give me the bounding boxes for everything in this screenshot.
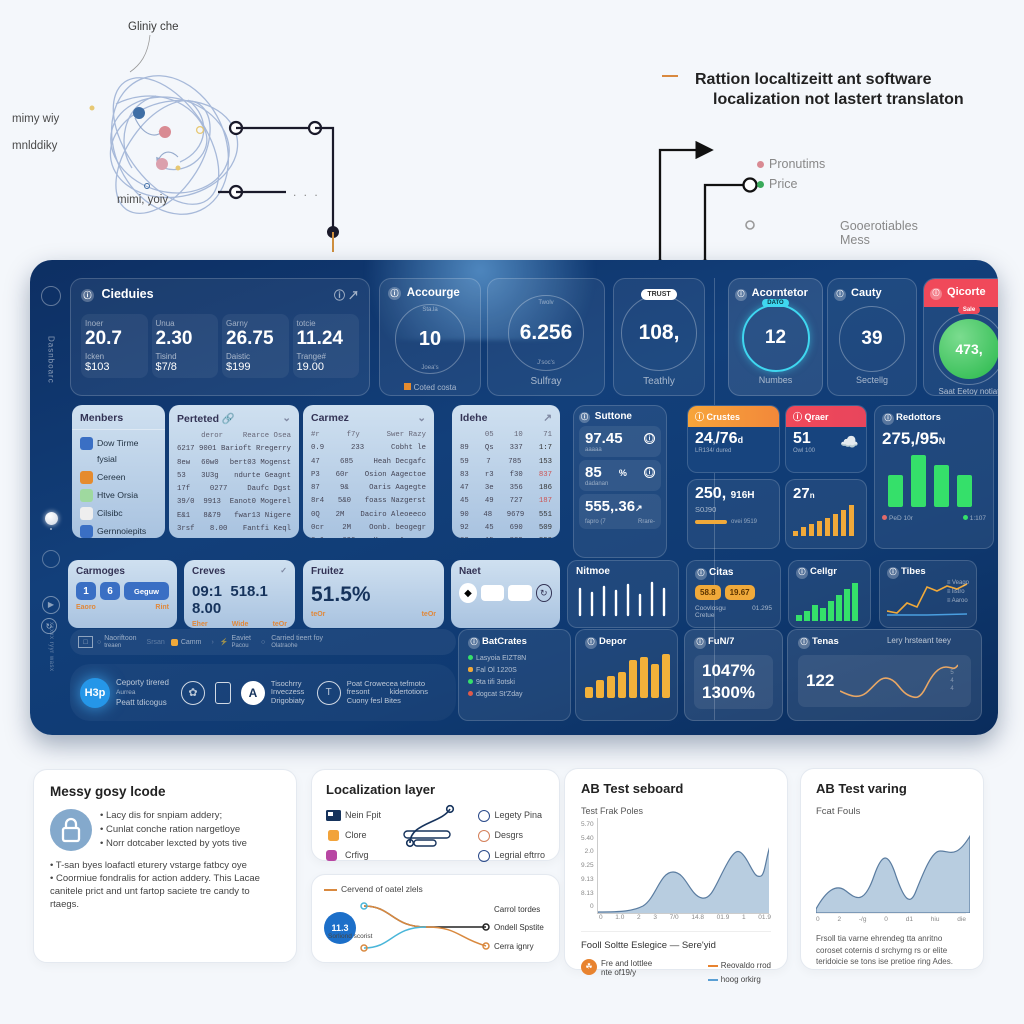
- svg-text:Gliniy che: Gliniy che: [128, 21, 179, 33]
- svg-text:Cerra ignry: Cerra ignry: [494, 942, 534, 951]
- svg-text:mimi, yoiy: mimi, yoiy: [117, 194, 168, 206]
- svg-text:mimy wiy: mimy wiy: [12, 113, 60, 125]
- svg-text:. . .: . . .: [293, 185, 320, 199]
- svg-text:mnlddiky: mnlddiky: [12, 140, 58, 152]
- svg-text:Carrol tordes: Carrol tordes: [494, 905, 540, 914]
- svg-text:Ondell Spstite: Ondell Spstite: [494, 923, 544, 932]
